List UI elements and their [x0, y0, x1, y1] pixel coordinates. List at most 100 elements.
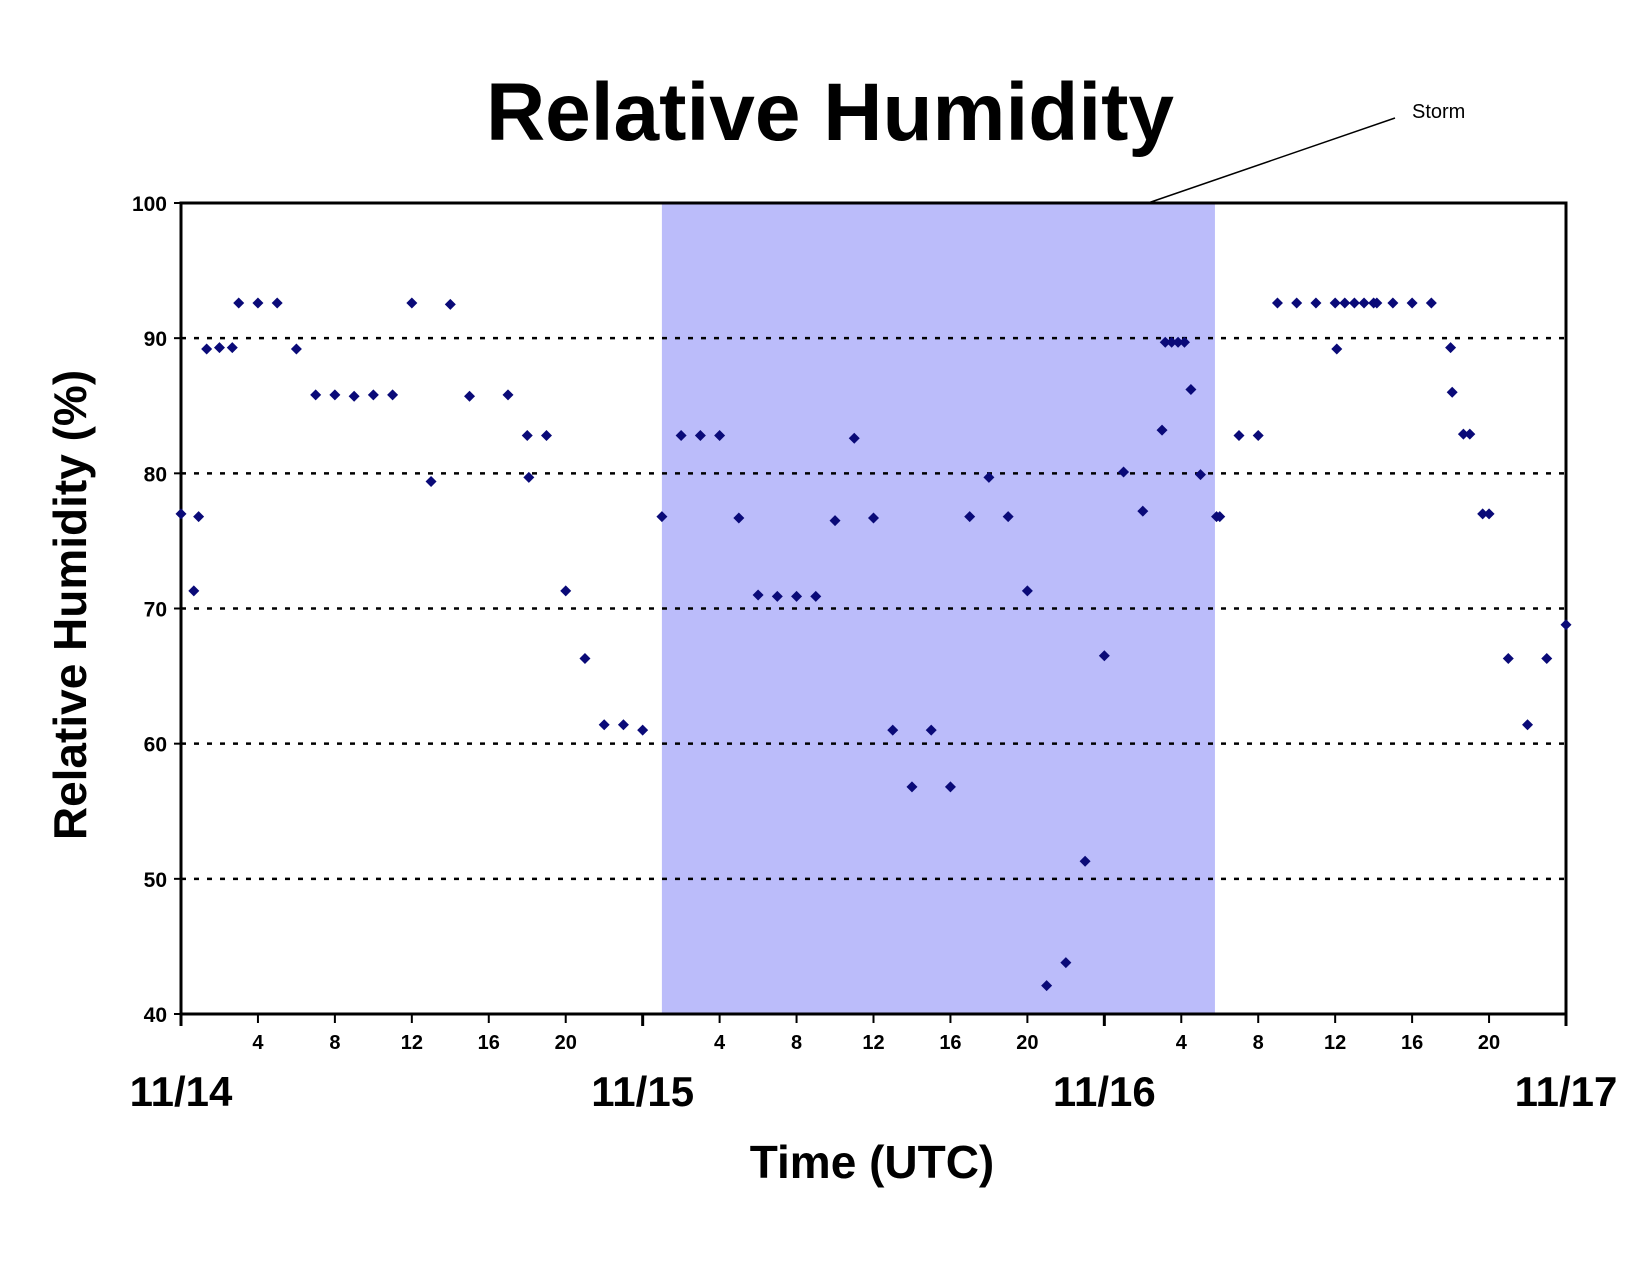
y-tick-label: 60	[144, 734, 167, 757]
data-point	[329, 389, 341, 401]
data-point	[502, 389, 514, 401]
x-hour-label: 20	[1478, 1032, 1500, 1054]
data-point	[1541, 653, 1553, 665]
x-hour-label: 8	[1253, 1032, 1264, 1054]
data-point	[1098, 650, 1110, 662]
x-hour-label: 16	[1401, 1032, 1423, 1054]
data-point	[656, 511, 668, 523]
data-point	[348, 390, 360, 402]
data-point	[1233, 429, 1245, 441]
data-point	[523, 471, 535, 483]
data-point	[637, 724, 649, 736]
data-point	[1166, 336, 1178, 348]
data-point	[906, 781, 918, 793]
x-hour-label: 8	[329, 1032, 340, 1054]
y-tick-label: 100	[132, 193, 167, 216]
data-point	[1329, 297, 1341, 309]
data-point	[1358, 297, 1370, 309]
data-point	[1156, 424, 1168, 436]
data-point	[1172, 336, 1184, 348]
x-hour-label: 4	[1176, 1032, 1188, 1054]
storm-leader-line	[1147, 117, 1396, 204]
x-hour-label: 12	[401, 1032, 423, 1054]
data-point	[1331, 343, 1343, 355]
data-point	[521, 429, 533, 441]
x-hour-label: 16	[939, 1032, 961, 1054]
data-point	[868, 512, 879, 524]
data-point	[694, 429, 706, 441]
data-point	[1185, 384, 1197, 396]
data-point	[983, 471, 995, 483]
data-point	[188, 585, 200, 597]
data-point	[1310, 297, 1322, 309]
data-point	[406, 297, 418, 309]
data-point	[1291, 297, 1303, 309]
data-point	[1041, 980, 1053, 992]
data-point	[560, 585, 572, 597]
data-point	[1178, 336, 1190, 348]
data-point	[175, 508, 187, 520]
data-point	[733, 512, 745, 524]
y-axis-title: Relative Humidity (%)	[44, 370, 96, 840]
data-point	[579, 653, 591, 665]
data-point	[1406, 297, 1418, 309]
data-point	[1271, 297, 1283, 309]
data-point	[367, 389, 379, 401]
data-point	[675, 429, 687, 441]
data-point	[752, 589, 764, 601]
y-tick-label: 50	[144, 869, 167, 892]
data-point	[964, 511, 976, 523]
data-point	[1464, 428, 1476, 440]
data-point	[810, 590, 822, 602]
x-hour-label: 20	[1016, 1032, 1038, 1054]
data-point	[1445, 342, 1457, 354]
data-point	[848, 432, 860, 444]
data-point	[226, 342, 238, 354]
data-point	[425, 475, 437, 487]
data-point	[1159, 336, 1171, 348]
data-point	[387, 389, 399, 401]
data-point	[1079, 855, 1091, 867]
y-tick-label: 80	[144, 463, 167, 486]
x-date-label: 11/14	[130, 1068, 233, 1115]
data-point	[771, 590, 783, 602]
data-point	[233, 297, 245, 309]
data-point	[598, 719, 610, 731]
x-hour-label: 12	[862, 1032, 884, 1054]
x-hour-label: 12	[1324, 1032, 1346, 1054]
data-point	[1137, 505, 1149, 517]
y-tick-label: 70	[144, 599, 167, 622]
storm-label: Storm	[1412, 101, 1465, 123]
data-point	[1457, 428, 1469, 440]
data-point	[1560, 619, 1572, 631]
data-point	[1339, 297, 1351, 309]
x-axis-title: Time (UTC)	[750, 1136, 995, 1188]
data-point	[925, 724, 937, 736]
x-hour-label: 20	[555, 1032, 577, 1054]
x-hour-label: 8	[791, 1032, 802, 1054]
data-point	[1060, 957, 1072, 969]
data-point	[310, 389, 322, 401]
data-point	[1425, 297, 1437, 309]
data-point	[829, 515, 841, 527]
data-point	[1348, 297, 1360, 309]
x-date-label: 11/17	[1515, 1068, 1618, 1115]
data-point	[944, 781, 956, 793]
data-point	[714, 429, 726, 441]
data-point	[1522, 719, 1534, 731]
data-point	[290, 343, 302, 355]
x-hour-label: 16	[478, 1032, 500, 1054]
data-point	[1502, 653, 1514, 665]
data-point	[271, 297, 283, 309]
x-hour-label: 4	[714, 1032, 726, 1054]
data-point	[1021, 585, 1033, 597]
data-point	[1477, 508, 1489, 520]
data-point	[1002, 511, 1014, 523]
data-point	[252, 297, 264, 309]
data-point	[1483, 508, 1495, 520]
data-point	[444, 298, 456, 310]
data-point	[1371, 297, 1383, 309]
data-point	[1195, 469, 1207, 481]
y-tick-label: 40	[144, 1004, 167, 1027]
